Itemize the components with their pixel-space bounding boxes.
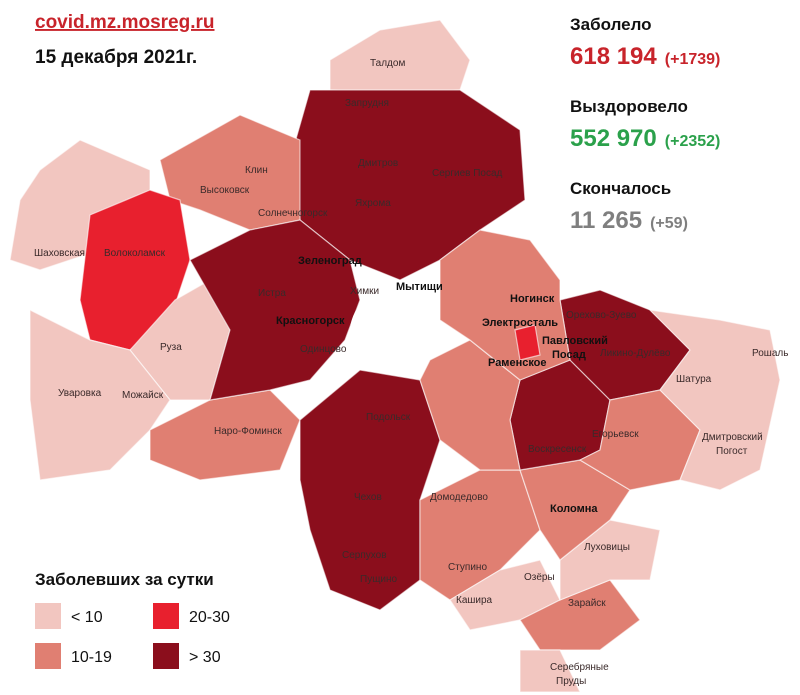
legend-label: 10-19 <box>71 649 112 666</box>
stat-label: Выздоровело <box>570 97 688 116</box>
legend-label: < 10 <box>71 609 103 626</box>
city-label: Талдом <box>370 58 405 69</box>
legend: Заболевших за сутки < 10 10-19 20-30 > 30 <box>35 570 230 669</box>
city-label: Сергиев Посад <box>432 168 503 179</box>
city-label: Запрудня <box>345 98 389 109</box>
city-label: Высоковск <box>200 185 250 196</box>
stat-number: 552 970 <box>570 125 657 152</box>
city-label: Зарайск <box>568 598 606 609</box>
city-label: Чехов <box>354 492 382 503</box>
city-label: Пущино <box>360 574 398 585</box>
city-label: Озёры <box>524 572 555 583</box>
district <box>519 649 581 693</box>
city-label: Химки <box>350 286 379 297</box>
city-label: Ногинск <box>510 293 555 305</box>
districts <box>9 19 781 693</box>
city-label: Орехово-Зуево <box>566 310 637 321</box>
stat-change: (+1739) <box>665 51 721 68</box>
city-label: Дмитров <box>358 158 398 169</box>
city-label: Дмитровский <box>702 432 763 443</box>
city-label: Ликино-Дулёво <box>600 348 671 359</box>
city-label: Истра <box>258 288 286 299</box>
city-label: Подольск <box>366 412 411 423</box>
city-label: Красногорск <box>276 315 345 327</box>
city-label: Клин <box>245 165 268 176</box>
city-label: Наро-Фоминск <box>214 426 282 437</box>
city-label: Павловский <box>542 335 608 347</box>
city-label: Электросталь <box>482 317 558 329</box>
city-label: Кашира <box>456 595 493 606</box>
map-labels: Талдом Запрудня Дмитров Сергиев Посад Ях… <box>34 58 788 687</box>
city-label: Серебряные <box>550 661 609 673</box>
stat-label: Скончалось <box>570 179 671 198</box>
city-label: Коломна <box>550 503 598 515</box>
city-label: Уваровка <box>58 388 102 399</box>
legend-label: 20-30 <box>189 609 230 626</box>
city-label: Серпухов <box>342 550 387 561</box>
stat-label: Заболело <box>570 15 652 34</box>
city-label: Руза <box>160 342 182 353</box>
city-label: Можайск <box>122 390 164 401</box>
city-label: Егорьевск <box>592 429 639 440</box>
moscow <box>350 290 434 374</box>
stat-number: 11 265 <box>570 207 642 234</box>
city-label: Яхрома <box>355 198 391 209</box>
district <box>514 324 541 361</box>
city-label: Шатура <box>676 374 712 385</box>
city-label: Мытищи <box>396 281 443 293</box>
city-label: Луховицы <box>584 542 630 553</box>
legend-title: Заболевших за сутки <box>35 570 214 589</box>
city-label: Шаховская <box>34 248 85 259</box>
city-label: Посад <box>552 349 586 361</box>
legend-swatch <box>153 603 179 629</box>
stats: Заболело 618 194 (+1739) Выздоровело 552 970… <box>570 15 720 234</box>
city-label: Одинцово <box>300 344 347 355</box>
date: 15 декабря 2021г. <box>35 47 197 68</box>
stat-value: 552 970 (+2352) <box>570 125 720 152</box>
legend-swatch <box>35 643 61 669</box>
site-link[interactable]: covid.mz.mosreg.ru <box>35 12 215 33</box>
city-label: Волоколамск <box>104 248 166 259</box>
city-label: Погост <box>716 446 748 457</box>
district <box>648 309 781 491</box>
district <box>189 219 361 401</box>
stat-change: (+2352) <box>665 133 721 150</box>
city-label: Раменское <box>488 357 547 369</box>
legend-swatch <box>35 603 61 629</box>
city-label: Домодедово <box>430 492 488 503</box>
legend-swatch <box>153 643 179 669</box>
legend-label: > 30 <box>189 649 221 666</box>
stat-number: 618 194 <box>570 43 657 70</box>
city-label: Воскресенск <box>528 444 587 455</box>
city-label: Пруды <box>556 676 586 687</box>
city-label: Солнечногорск <box>258 208 328 219</box>
stat-change: (+59) <box>650 215 688 232</box>
city-label: Ступино <box>448 562 487 573</box>
stat-value: 618 194 (+1739) <box>570 43 720 70</box>
stat-value: 11 265 (+59) <box>570 207 688 234</box>
city-label: Зеленоград <box>298 255 362 267</box>
city-label: Рошаль <box>752 348 788 359</box>
